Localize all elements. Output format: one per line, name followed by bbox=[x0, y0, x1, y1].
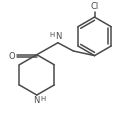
Text: O: O bbox=[9, 52, 15, 61]
Text: N: N bbox=[34, 96, 40, 105]
Text: H: H bbox=[41, 96, 46, 102]
Text: Cl: Cl bbox=[90, 2, 99, 11]
Text: N: N bbox=[55, 32, 61, 41]
Text: H: H bbox=[50, 32, 55, 38]
